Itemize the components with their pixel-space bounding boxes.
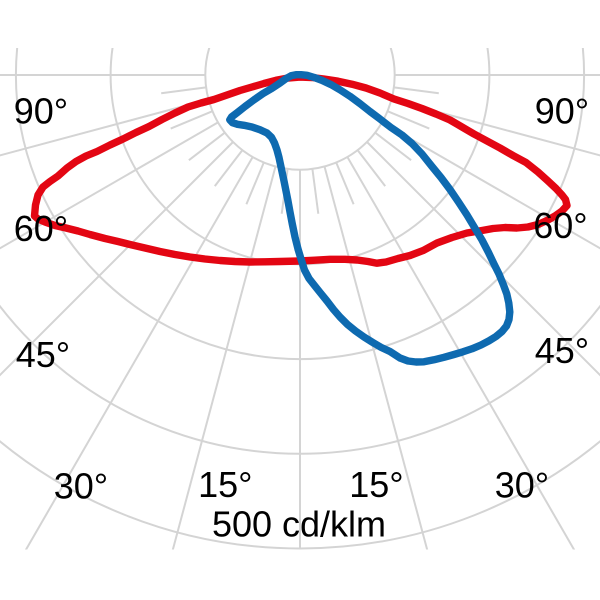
svg-text:30°: 30° bbox=[54, 466, 108, 507]
svg-text:15°: 15° bbox=[198, 464, 252, 505]
svg-text:45°: 45° bbox=[16, 334, 70, 375]
svg-text:60°: 60° bbox=[533, 205, 587, 246]
svg-text:60°: 60° bbox=[14, 208, 68, 249]
svg-text:30°: 30° bbox=[495, 465, 549, 506]
svg-text:45°: 45° bbox=[535, 330, 589, 371]
svg-text:90°: 90° bbox=[14, 91, 68, 132]
svg-text:500 cd/klm: 500 cd/klm bbox=[212, 504, 386, 545]
svg-text:90°: 90° bbox=[535, 91, 589, 132]
svg-text:15°: 15° bbox=[349, 464, 403, 505]
